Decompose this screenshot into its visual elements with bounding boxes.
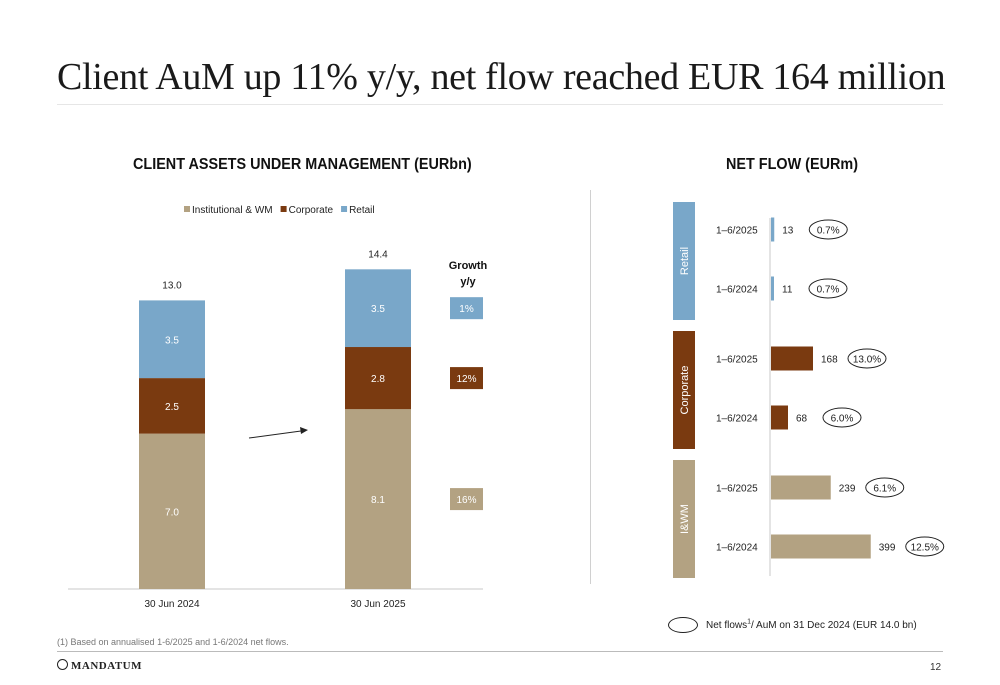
row-label: 1–6/2025 — [716, 355, 758, 366]
legend-label: Institutional & WM — [192, 205, 273, 216]
ratio-label: 12.5% — [911, 543, 939, 554]
bar-value-label: 2.5 — [165, 402, 179, 413]
row-label: 1–6/2024 — [716, 285, 758, 296]
group-label-box — [673, 202, 695, 320]
growth-label: 1% — [459, 304, 474, 315]
x-tick-label: 30 Jun 2024 — [144, 599, 199, 610]
row-label: 1–6/2025 — [716, 226, 758, 237]
ratio-oval — [865, 477, 905, 498]
netflow-chart-title: NET FLOW (EURm) — [726, 156, 858, 173]
arrow-head-icon — [300, 427, 308, 434]
flow-value-label: 239 — [839, 484, 856, 495]
group-label-box — [673, 331, 695, 449]
group-label: Corporate — [679, 366, 691, 415]
flow-bar — [771, 534, 871, 559]
row-label: 1–6/2024 — [716, 414, 758, 425]
title-divider — [57, 104, 943, 105]
logo-mark-icon — [57, 659, 68, 670]
flow-bar — [771, 475, 831, 500]
company-logo: MANDATUM — [57, 659, 142, 672]
growth-label: 16% — [456, 495, 476, 506]
ratio-label: 13.0% — [853, 355, 881, 366]
ratio-oval — [905, 536, 945, 557]
group-label: I&WM — [679, 504, 691, 534]
group-label-box — [673, 460, 695, 578]
page-number: 12 — [930, 662, 942, 673]
bar-segment — [345, 347, 411, 410]
group-label: Retail — [679, 247, 691, 275]
ratio-label: 0.7% — [817, 285, 840, 296]
ratio-oval — [847, 348, 887, 369]
ratio-label: 0.7% — [817, 226, 840, 237]
flow-value-label: 68 — [796, 414, 808, 425]
flow-value-label: 168 — [821, 355, 838, 366]
legend-swatch — [341, 206, 348, 212]
x-tick-label: 30 Jun 2025 — [350, 599, 405, 610]
bar-segment — [345, 409, 411, 589]
legend-swatch — [184, 206, 190, 212]
row-label: 1–6/2025 — [716, 484, 758, 495]
growth-box — [450, 297, 483, 320]
growth-box — [450, 488, 483, 511]
section-divider — [590, 190, 591, 584]
flow-bar — [771, 346, 813, 371]
bar-value-label: 8.1 — [371, 495, 385, 506]
growth-header: y/y — [460, 276, 476, 288]
netflow-legend: Net flows1/ AuM on 31 Dec 2024 (EUR 14.0… — [668, 617, 917, 633]
bar-segment — [139, 300, 205, 379]
footnote: (1) Based on annualised 1-6/2025 and 1-6… — [57, 637, 289, 647]
ratio-label: 6.1% — [873, 484, 896, 495]
growth-box — [450, 367, 483, 390]
total-label: 13.0 — [162, 280, 182, 291]
bar-segment — [345, 269, 411, 348]
trend-arrow — [248, 430, 302, 439]
bar-segment — [139, 378, 205, 434]
growth-header: Growth — [449, 260, 488, 272]
legend-label: Retail — [349, 205, 375, 216]
bar-value-label: 7.0 — [165, 507, 179, 518]
ratio-label: 6.0% — [831, 414, 854, 425]
ratio-oval-icon — [668, 617, 698, 633]
flow-bar — [771, 217, 775, 242]
flow-value-label: 13 — [782, 226, 794, 237]
flow-bar — [771, 405, 788, 430]
growth-label: 12% — [456, 374, 476, 385]
footer-divider — [57, 651, 943, 652]
legend-swatch — [280, 206, 287, 212]
page-title: Client AuM up 11% y/y, net flow reached … — [57, 56, 946, 98]
netflow-legend-text: Net flows1/ AuM on 31 Dec 2024 (EUR 14.0… — [706, 618, 917, 632]
ratio-oval — [822, 407, 862, 428]
bar-value-label: 2.8 — [371, 374, 385, 385]
flow-bar — [771, 276, 774, 301]
bar-segment — [139, 433, 205, 589]
ratio-oval — [808, 278, 848, 299]
total-label: 14.4 — [368, 249, 388, 260]
bar-value-label: 3.5 — [165, 335, 179, 346]
legend-label: Corporate — [289, 205, 334, 216]
ratio-oval — [808, 219, 848, 240]
bar-value-label: 3.5 — [371, 304, 385, 315]
flow-value-label: 11 — [782, 285, 793, 296]
flow-value-label: 399 — [879, 543, 896, 554]
row-label: 1–6/2024 — [716, 543, 758, 554]
aum-chart-title: CLIENT ASSETS UNDER MANAGEMENT (EURbn) — [133, 156, 472, 173]
